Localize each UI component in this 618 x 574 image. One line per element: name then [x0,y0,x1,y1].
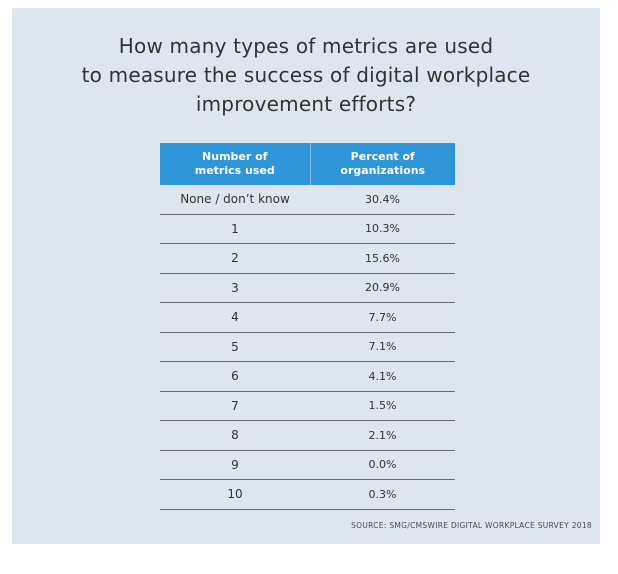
chart-panel: How many types of metrics are used to me… [12,8,600,544]
metrics-count-cell: 6 [160,361,310,392]
metrics-count-cell: 1 [160,214,310,244]
title-line-2: to measure the success of digital workpl… [81,63,531,87]
metrics-count-cell: 5 [160,332,310,362]
table-row: 9 0.0% [160,450,455,480]
title-line-1: How many types of metrics are used [118,34,494,58]
metrics-count-cell: 8 [160,420,310,451]
data-table: Number of metrics used Percent of organi… [160,143,455,510]
metrics-count-cell: 2 [160,243,310,274]
table-row: 3 20.9% [160,273,455,303]
header-line: Percent of [350,150,415,163]
metrics-count-cell: 3 [160,273,310,303]
table-header-row: Number of metrics used Percent of organi… [160,143,455,185]
percent-cell: 15.6% [310,243,455,274]
metrics-count-cell: 7 [160,391,310,421]
table-row: 6 4.1% [160,361,455,392]
table-row: 10 0.3% [160,479,455,510]
table-body: None / don’t know 30.4% 1 10.3% 2 15.6% 3 20.9%… [160,185,455,510]
percent-cell: 30.4% [310,185,455,215]
percent-cell: 0.3% [310,479,455,510]
table-row: None / don’t know 30.4% [160,185,455,215]
percent-cell: 7.1% [310,332,455,362]
header-line: Number of [202,150,268,163]
metrics-count-cell: 4 [160,302,310,333]
metrics-count-cell: None / don’t know [160,185,310,215]
table-row: 4 7.7% [160,302,455,333]
column-header-percent: Percent of organizations [309,143,455,185]
percent-cell: 4.1% [310,361,455,392]
header-line: organizations [340,164,426,177]
table-row: 8 2.1% [160,420,455,451]
metrics-count-cell: 9 [160,450,310,480]
title-line-3: improvement efforts? [195,92,417,116]
metrics-count-cell: 10 [160,479,310,510]
percent-cell: 20.9% [310,273,455,303]
column-header-metrics: Number of metrics used [160,143,310,185]
header-line: metrics used [194,164,275,177]
percent-cell: 1.5% [310,391,455,421]
table-row: 1 10.3% [160,214,455,244]
chart-title: How many types of metrics are used to me… [12,32,600,119]
percent-cell: 0.0% [310,450,455,480]
percent-cell: 2.1% [310,420,455,451]
table-row: 7 1.5% [160,391,455,421]
percent-cell: 10.3% [310,214,455,244]
table-row: 5 7.1% [160,332,455,362]
table-row: 2 15.6% [160,243,455,274]
percent-cell: 7.7% [310,302,455,333]
source-note: SOURCE: SMG/CMSWIRE DIGITAL WORKPLACE SU… [351,521,592,530]
